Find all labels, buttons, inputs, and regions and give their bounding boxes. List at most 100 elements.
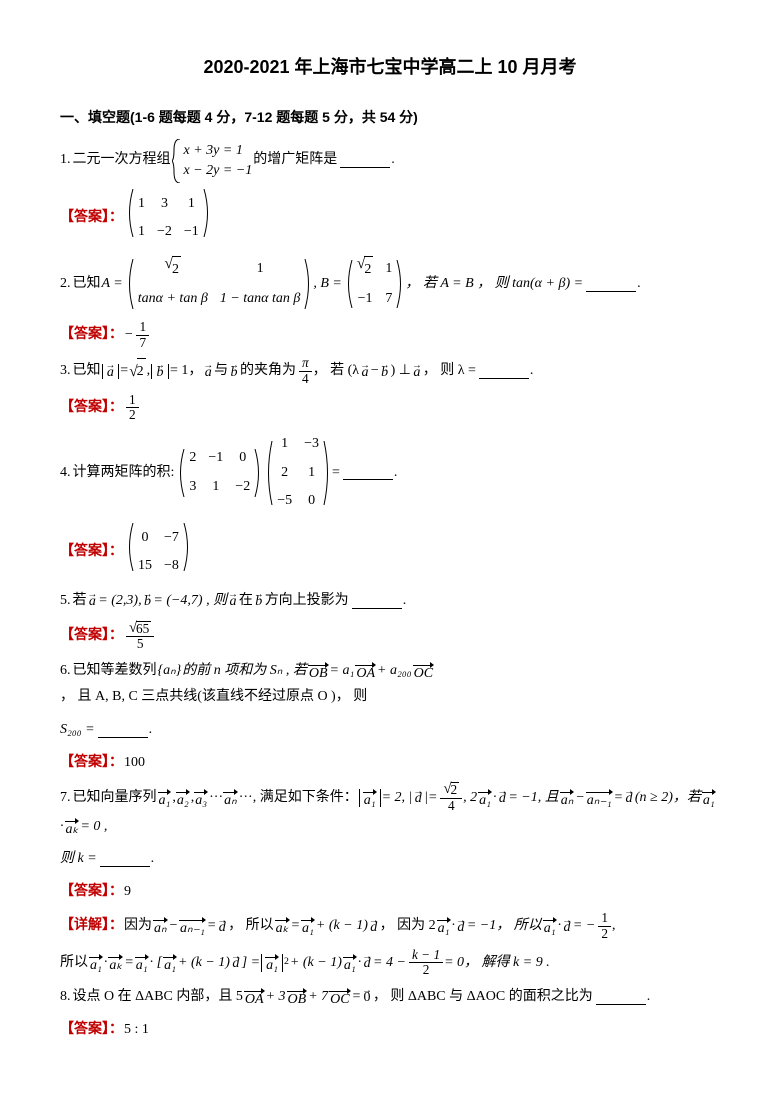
explain-7-l2: 所以 a₁ · aₖ = a₁ · [ a₁ + (k − 1) →d ] = …: [60, 948, 720, 978]
q5-num: 5.: [60, 588, 71, 615]
q6-mid1: 的前 n 项和为 Sₙ , 若: [182, 658, 307, 685]
question-2: 2. 已知 A = √2 1 tanα + tan β 1 − tanα tan…: [60, 254, 720, 314]
cell: −2: [157, 219, 172, 246]
q5-b-eq: = (−4,7) , 则: [153, 588, 227, 615]
q3-mid: 与: [214, 358, 228, 385]
q1-sys1: x + 3y = 1: [184, 141, 253, 161]
sqrt-arg: 2: [172, 256, 181, 284]
q8-blank: [596, 990, 646, 1005]
den: 2: [598, 927, 611, 942]
cell: √2: [165, 256, 181, 284]
cell: −1: [208, 445, 223, 472]
period: .: [403, 588, 407, 615]
q6-S200: S₂₀₀ =: [60, 717, 95, 744]
cell: √2: [357, 256, 373, 284]
question-4: 4. 计算两矩阵的积: 2−10 31−2 1−3 21 −50 = .: [60, 429, 720, 517]
answer-1: 【答案】： 131 1−2−1: [60, 189, 720, 248]
vec-a: →a: [228, 593, 238, 608]
t: −: [169, 913, 178, 940]
cell: 1: [212, 474, 219, 501]
t: ， 因为 2: [380, 913, 436, 940]
cell: 2: [189, 445, 196, 472]
t: · [: [150, 950, 162, 977]
question-6b: S₂₀₀ = .: [60, 717, 720, 744]
vec-a1: a₁: [301, 917, 315, 936]
paren-right-icon: [304, 259, 312, 309]
q8-mid1: + 3: [266, 984, 286, 1011]
paren-left-icon: [126, 259, 134, 309]
num: 1: [598, 911, 611, 927]
cell: 1: [385, 256, 392, 283]
frac-s24: √24: [440, 782, 462, 813]
vec-OA: OA: [244, 988, 265, 1007]
cell: −1: [358, 286, 373, 313]
q2-num: 2.: [60, 271, 71, 298]
answer-label: 【答案】：: [60, 539, 123, 566]
q6-pre: 已知等差数列: [73, 658, 157, 685]
num: 1: [136, 320, 149, 336]
vec-a: →a: [88, 593, 98, 608]
den: 4: [299, 372, 312, 387]
t: 所以: [60, 950, 88, 977]
cell: 0: [308, 488, 315, 515]
q7-cond7: ·: [60, 814, 64, 841]
explain-7-l1: 【详解】： 因为 aₙ − aₙ₋₁ = →d ， 所以 aₖ = a₁ + (…: [60, 911, 720, 941]
question-6: 6. 已知等差数列 {aₙ} 的前 n 项和为 Sₙ , 若 OB = a₁ O…: [60, 658, 720, 711]
q8-pre: 设点 O 在 ΔABC 内部，且 5: [73, 984, 243, 1011]
paren-left-icon: [265, 441, 273, 505]
vec-a: →a: [360, 364, 370, 379]
question-7b: 则 k = .: [60, 846, 720, 873]
answer-label: 【答案】：: [60, 750, 123, 777]
eq: =: [120, 358, 128, 385]
t: + (k − 1): [316, 913, 368, 940]
q7-cond8: = 0 ,: [80, 814, 107, 841]
cell: 2: [281, 460, 288, 487]
paren-right-icon: [183, 523, 191, 571]
q2-ans-sign: −: [124, 322, 133, 349]
q8-ans: 5 : 1: [124, 1017, 149, 1044]
vec-ak: aₖ: [65, 818, 80, 837]
vec-d: →d: [498, 790, 508, 805]
sqrt-arg: 2: [137, 358, 146, 386]
explain-label: 【详解】：: [60, 913, 123, 940]
vec-a1: a₁: [343, 954, 357, 973]
q5-blank: [352, 594, 402, 609]
vec-a1: a₁: [89, 954, 103, 973]
cell: 1 − tanα tan β: [220, 286, 301, 313]
question-3: 3. 已知 →a = √2, →b = 1， →a 与 →b 的夹角为 π4 ，…: [60, 356, 720, 386]
vec-d: →d: [362, 955, 372, 970]
q8-mid2: + 7: [308, 984, 328, 1011]
answer-label: 【答案】：: [60, 395, 123, 422]
paren-right-icon: [254, 449, 262, 497]
t: + (k − 1): [178, 950, 230, 977]
num: 1: [126, 393, 139, 409]
q7-cond6: (n ≥ 2)，若: [635, 785, 701, 812]
q7-cond2: ·: [493, 785, 497, 812]
t: ] =: [242, 950, 260, 977]
q6-num: 6.: [60, 658, 71, 685]
vec-d: →d: [369, 919, 379, 934]
question-1: 1. 二元一次方程组 x + 3y = 1 x − 2y = −1 的增广矩阵是…: [60, 139, 720, 183]
q7-cond5: =: [614, 785, 623, 812]
t: ·: [358, 950, 362, 977]
q1-pre: 二元一次方程组: [73, 147, 171, 174]
q6-blank: [98, 723, 148, 738]
q1-num: 1.: [60, 147, 71, 174]
q6-ans: 100: [124, 750, 145, 777]
abs-a1: a₁: [261, 954, 283, 973]
cell: −2: [235, 474, 250, 501]
paren-left-icon: [126, 189, 134, 237]
frac-12: 12: [598, 911, 611, 941]
comma: ,: [612, 913, 616, 940]
sqrt-arg: 65: [136, 621, 151, 637]
cell: 1: [138, 191, 145, 218]
vec-b: →b: [143, 593, 153, 608]
num: k − 1: [409, 948, 443, 964]
paren-right-icon: [203, 189, 211, 237]
q2-pre: 已知: [73, 271, 101, 298]
t: =: [207, 913, 216, 940]
cell: tanα + tan β: [138, 286, 208, 313]
vec-a1: a₁: [135, 954, 149, 973]
vec-b: →b: [380, 364, 390, 379]
question-7: 7. 已知向量序列 a₁, a₂, a₃ ··· aₙ ··· , 满足如下条件…: [60, 782, 720, 840]
